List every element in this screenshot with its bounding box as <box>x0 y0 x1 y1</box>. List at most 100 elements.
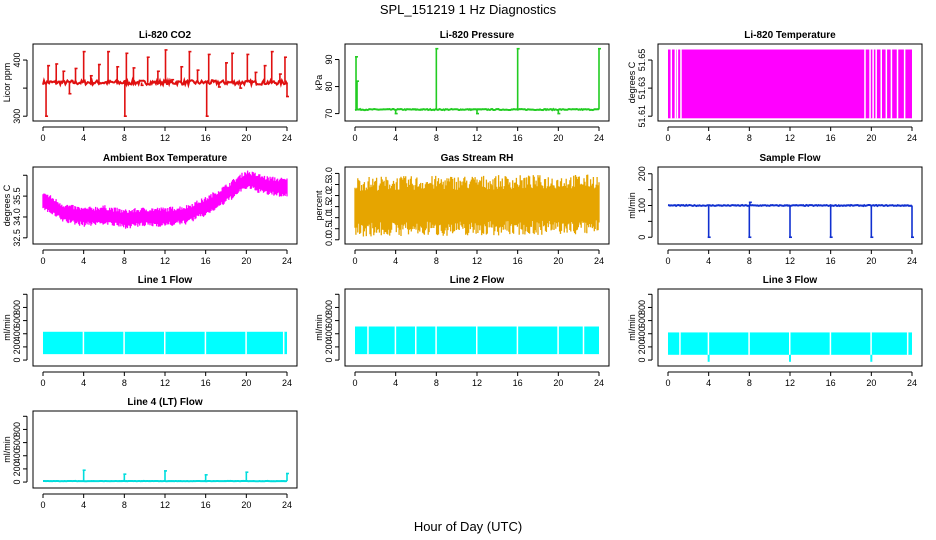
fill-segment-8 <box>876 49 881 119</box>
x-tick-label: 12 <box>472 378 482 388</box>
x-tick-label: 8 <box>747 256 752 266</box>
x-tick-label: 8 <box>122 500 127 510</box>
y-tick-label: 2.5 <box>324 178 334 191</box>
x-tick-label: 20 <box>553 378 563 388</box>
x-tick-label: 4 <box>393 378 398 388</box>
y-tick-label: 0.5 <box>324 222 334 235</box>
panel-title: Ambient Box Temperature <box>103 153 228 164</box>
x-axis: 0 4 8 12 16 20 24 <box>665 371 917 388</box>
x-tick-label: 20 <box>241 133 251 143</box>
fill-segment-1 <box>368 326 395 355</box>
y-tick-label: 0 <box>12 480 22 485</box>
y-axis: 32.5 34.0 35.5 <box>12 174 28 247</box>
fill-segment-5 <box>477 326 517 355</box>
x-tick-label: 16 <box>513 256 523 266</box>
x-tick-label: 0 <box>40 133 45 143</box>
figure-xlabel: Hour of Day (UTC) <box>414 519 522 534</box>
panel-6: Line 1 Flow ml/min 0 4 8 12 16 20 24 0 20040060080… <box>2 275 298 388</box>
fill-segment-5 <box>830 332 871 355</box>
panel-9: Line 4 (LT) Flow ml/min 0 4 8 12 16 20 24 0 200400… <box>2 397 298 510</box>
x-axis: 0 4 8 12 16 20 24 <box>665 126 917 143</box>
panel-8: Line 3 Flow ml/min 0 4 8 12 16 20 24 0 20040060080… <box>627 275 923 388</box>
y-tick-label: 1.0 <box>324 211 334 224</box>
x-tick-label: 24 <box>282 133 292 143</box>
x-tick-label: 12 <box>160 133 170 143</box>
panel-3: Ambient Box Temperature degrees C 0 4 8 12 16 2… <box>2 153 298 266</box>
fill-segment-6 <box>870 49 873 119</box>
y-tick-label: 80 <box>324 82 334 92</box>
panel-title: Gas Stream RH <box>441 153 514 164</box>
panel-title: Line 3 Flow <box>763 275 818 286</box>
y-tick-label: 800 <box>637 300 647 315</box>
y-tick-label: 51.61 <box>637 105 647 128</box>
series-band <box>354 174 600 237</box>
fill-segment-12 <box>897 49 904 119</box>
plot-frame <box>657 166 923 245</box>
x-tick-label: 12 <box>785 133 795 143</box>
y-tick-label: 200 <box>12 461 22 476</box>
y-tick-label: 200 <box>637 166 647 181</box>
x-tick-label: 16 <box>513 133 523 143</box>
plot-frame <box>32 166 298 245</box>
plot-frame <box>657 288 923 367</box>
x-tick-label: 24 <box>907 378 917 388</box>
x-axis: 0 4 8 12 16 20 24 <box>352 371 604 388</box>
y-tick-label: 400 <box>12 448 22 463</box>
plot-frame <box>344 166 610 245</box>
panel-title: Li-820 CO2 <box>139 30 192 41</box>
x-tick-label: 0 <box>352 133 357 143</box>
y-axis-label: ml/min <box>627 314 637 341</box>
x-tick-label: 24 <box>282 500 292 510</box>
x-tick-label: 16 <box>201 500 211 510</box>
panel-1: Li-820 Pressure kPa 0 4 8 12 16 20 24 70 80 90 <box>314 30 610 143</box>
x-tick-label: 20 <box>241 500 251 510</box>
y-tick-label: 0 <box>12 358 22 363</box>
x-tick-label: 24 <box>594 378 604 388</box>
y-axis-label: ml/min <box>627 192 637 219</box>
panel-title: Li-820 Pressure <box>440 30 515 41</box>
y-tick-label: 400 <box>637 326 647 341</box>
y-tick-label: 800 <box>324 300 334 315</box>
y-tick-label: 51.65 <box>637 49 647 72</box>
y-tick-label: 3.0 <box>324 167 334 180</box>
y-tick-label: 600 <box>637 313 647 328</box>
x-tick-label: 12 <box>160 256 170 266</box>
fill-segment-6 <box>517 326 558 355</box>
panel-title: Li-820 Temperature <box>744 30 836 41</box>
plot-frame <box>32 410 298 489</box>
x-tick-label: 8 <box>434 256 439 266</box>
y-tick-label: 600 <box>12 435 22 450</box>
fill-segment-2 <box>395 326 415 355</box>
y-axis: 51.65 51.63 51.61 <box>637 49 653 128</box>
x-axis: 0 4 8 12 16 20 24 <box>352 126 604 143</box>
fill-segment-9 <box>881 49 886 119</box>
y-tick-label: 400 <box>12 53 22 68</box>
y-axis: 0 100 200 <box>637 166 653 240</box>
x-tick-label: 0 <box>665 378 670 388</box>
x-tick-label: 12 <box>785 378 795 388</box>
fill-segment-6 <box>283 331 287 355</box>
x-tick-label: 8 <box>434 378 439 388</box>
fill-segment-5 <box>865 49 870 119</box>
x-tick-label: 20 <box>241 256 251 266</box>
y-tick-label: 51.63 <box>637 77 647 100</box>
x-tick-label: 8 <box>122 378 127 388</box>
x-axis: 0 4 8 12 16 20 24 <box>40 371 292 388</box>
y-axis-label: ml/min <box>2 436 12 463</box>
x-tick-label: 12 <box>160 500 170 510</box>
x-axis: 0 4 8 12 16 20 24 <box>665 249 917 266</box>
y-tick-label: 0 <box>637 358 647 363</box>
x-tick-label: 4 <box>393 133 398 143</box>
fill-segment-5 <box>246 331 283 355</box>
x-tick-label: 24 <box>282 378 292 388</box>
x-tick-label: 12 <box>472 133 482 143</box>
y-tick-label: 600 <box>12 313 22 328</box>
x-tick-label: 8 <box>434 133 439 143</box>
x-tick-label: 8 <box>747 133 752 143</box>
fill-segment-4 <box>436 326 476 355</box>
fill-segment-3 <box>165 331 205 355</box>
x-axis: 0 4 8 12 16 20 24 <box>40 126 292 143</box>
x-tick-label: 20 <box>241 378 251 388</box>
